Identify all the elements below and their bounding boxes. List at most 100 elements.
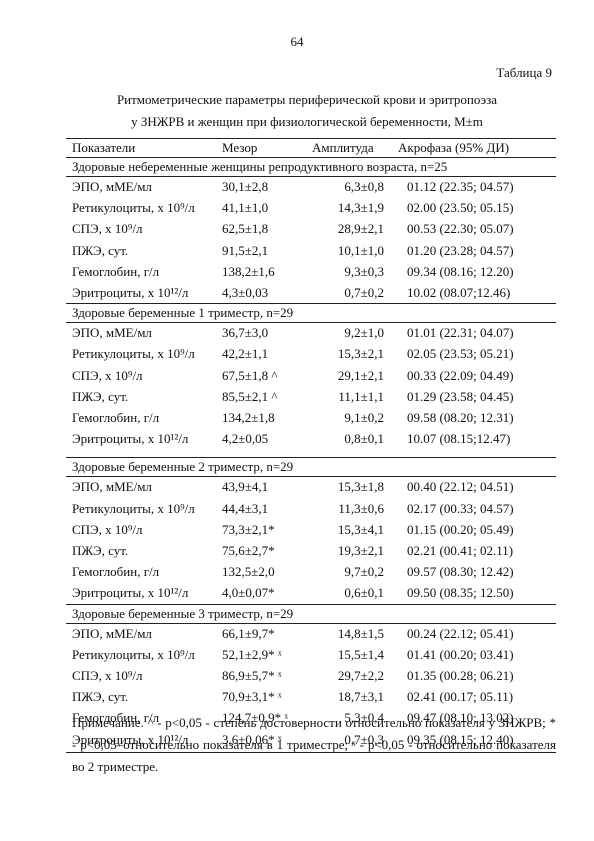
group-title: Здоровые небеременные женщины репродукти… — [72, 159, 448, 174]
row-label: ПЖЭ, сут. — [72, 242, 129, 258]
column-header: Акрофаза (95% ДИ) — [398, 140, 510, 155]
cell: 124,7±0,9* ˣ — [222, 710, 289, 726]
row-label: Эритроциты, х 10¹²/л — [72, 285, 189, 300]
rule — [66, 457, 556, 459]
cell: 85,5±2,1 ^ — [222, 388, 278, 404]
cell: 15,3±1,8 — [337, 479, 384, 495]
rule — [66, 603, 556, 605]
cell: 44,4±3,1 — [222, 500, 269, 516]
cell: 29,7±2,2 — [337, 668, 384, 683]
cell: 02.17 (00.33; 04.57) — [407, 500, 514, 516]
cell: 134,2±1,8 — [222, 410, 275, 425]
cell: 86,9±5,7* ˣ — [222, 668, 282, 683]
cell: 09.58 (08.20; 12.31) — [407, 410, 514, 425]
cell: 01.35 (00.28; 06.21) — [407, 668, 514, 683]
cell: 14,3±1,9 — [337, 200, 384, 216]
cell: 15,3±4,1 — [337, 521, 384, 537]
cell: 66,1±9,7* — [222, 625, 275, 641]
cell: 43,9±4,1 — [222, 479, 269, 495]
cell: 02.21 (00.41; 02.11) — [407, 543, 514, 558]
note: Примечание. ^ - p<0,05 - степень достове… — [72, 715, 556, 774]
row-label: Гемоглобин, г/л — [72, 263, 160, 279]
cell: 5,3±0,4 — [344, 710, 384, 726]
row-label: Ретикулоциты, х 10⁹/л — [72, 500, 195, 516]
cell: 01.01 (22.31; 04.07) — [407, 325, 514, 341]
row-label: Гемоглобин, г/л — [72, 564, 160, 580]
rule — [66, 322, 556, 324]
cell: 6,3±0,8 — [344, 179, 384, 194]
cell: 4,2±0,05 — [222, 431, 269, 447]
row-label: ПЖЭ, сут. — [72, 388, 129, 404]
cell: 15,3±2,1 — [337, 346, 384, 362]
cell: 19,3±2,1 — [337, 543, 384, 558]
cell: 4,3±0,03 — [222, 285, 269, 300]
rule — [66, 622, 556, 624]
group-title: Здоровые беременные 3 триместр, n=29 — [72, 605, 294, 621]
cell: 09.57 (08.30; 12.42) — [407, 564, 514, 580]
cell: 00.53 (22.30; 05.07) — [407, 221, 514, 237]
row-label: Ретикулоциты, х 10⁹/л — [72, 200, 195, 216]
cell: 11,3±0,6 — [338, 500, 384, 516]
cell: 10.02 (08.07;12.46) — [407, 285, 511, 300]
cell: 00.33 (22.09; 04.49) — [407, 367, 514, 383]
cell: 00.40 (22.12; 04.51) — [407, 479, 514, 495]
group-title: Здоровые беременные 1 триместр, n=29 — [72, 305, 294, 321]
row-label: Эритроциты, х 10¹²/л — [72, 431, 189, 447]
table-label: Таблица 9 — [496, 65, 552, 80]
cell: 02.00 (23.50; 05.15) — [407, 200, 514, 216]
row-label: СПЭ, х 10⁹/л — [72, 668, 143, 683]
cell: 0,7±0,2 — [344, 285, 384, 300]
cell: 09.34 (08.16; 12.20) — [407, 263, 514, 279]
group-title: Здоровые беременные 2 триместр, n=29 — [72, 459, 294, 475]
cell: 42,2±1,1 — [222, 346, 269, 362]
title-line: у ЗНЖРВ и женщин при физиологической бер… — [131, 114, 483, 129]
row-label: Эритроциты, х 10¹²/л — [72, 731, 189, 747]
row-label: СПЭ, х 10⁹/л — [72, 521, 143, 537]
cell: 4,0±0,07* — [222, 585, 275, 601]
cell: 62,5±1,8 — [222, 221, 269, 237]
cell: 09.47 (08.10; 13.02) — [407, 710, 514, 726]
cell: 70,9±3,1* ˣ — [222, 689, 282, 705]
cell: 11,1±1,1 — [338, 388, 384, 404]
row-label: Эритроциты, х 10¹²/л — [72, 585, 189, 601]
cell: 91,5±2,1 — [222, 242, 269, 258]
row-label: Ретикулоциты, х 10⁹/л — [72, 646, 195, 662]
cell: 36,7±3,0 — [222, 325, 269, 341]
rule — [66, 751, 556, 753]
rule — [66, 303, 556, 305]
cell: 02.05 (23.53; 05.21) — [407, 346, 514, 362]
cell: 01.12 (22.35; 04.57) — [407, 179, 514, 194]
column-header: Мезор — [222, 140, 258, 155]
cell: 73,3±2,1* — [222, 521, 275, 537]
cell: 0,8±0,1 — [344, 431, 384, 447]
cell: 02.41 (00.17; 05.11) — [407, 689, 514, 705]
cell: 41,1±1,0 — [222, 200, 269, 216]
title-line: Ритмометрические параметры периферическо… — [116, 92, 498, 107]
cell: 15,5±1,4 — [337, 646, 384, 662]
rule — [66, 157, 556, 158]
row-label: ЭПО, мМЕ/мл — [72, 625, 152, 641]
cell: 0,6±0,1 — [344, 585, 384, 601]
cell: 10.07 (08.15;12.47) — [407, 431, 511, 447]
row-label: СПЭ, х 10⁹/л — [72, 367, 143, 383]
cell: 01.29 (23.58; 04.45) — [407, 388, 514, 404]
cell: 9,2±1,0 — [344, 325, 384, 341]
cell: 01.15 (00.20; 05.49) — [407, 521, 514, 537]
row-label: ПЖЭ, сут. — [72, 543, 129, 558]
page-number: 64 — [290, 34, 304, 49]
cell: 01.41 (00.20; 03.41) — [407, 646, 514, 662]
cell: 3,6±0,06* ˣ — [222, 731, 282, 747]
row-label: ЭПО, мМЕ/мл — [72, 179, 152, 194]
cell: 9,7±0,2 — [344, 564, 384, 580]
row-label: СПЭ, х 10⁹/л — [72, 221, 143, 237]
row-label: ЭПО, мМЕ/мл — [72, 325, 152, 341]
cell: 9,3±0,3 — [344, 263, 384, 279]
rule — [66, 476, 556, 478]
cell: 30,1±2,8 — [222, 179, 269, 194]
cell: 52,1±2,9* ˣ — [222, 646, 282, 662]
row-label: Гемоглобин, г/л — [72, 710, 160, 726]
cell: 10,1±1,0 — [337, 242, 384, 258]
cell: 67,5±1,8 ^ — [222, 367, 278, 383]
cell: 29,1±2,1 — [337, 367, 384, 383]
